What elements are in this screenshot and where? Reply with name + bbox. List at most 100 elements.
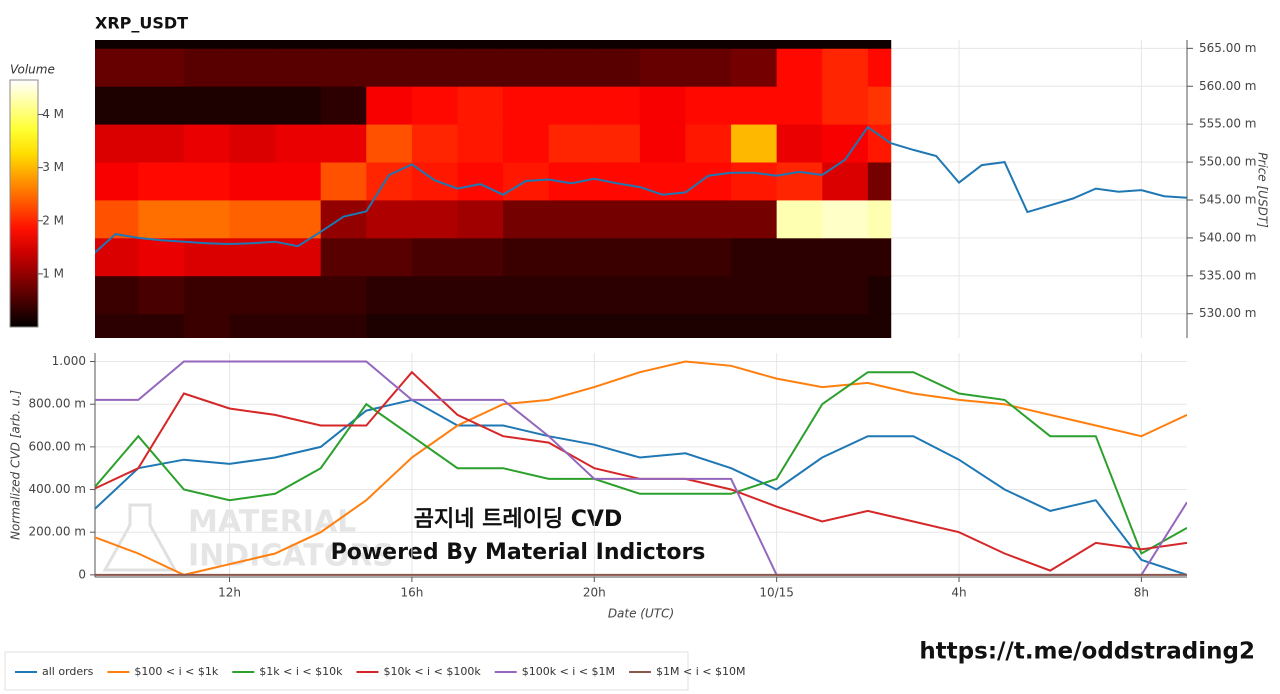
heatmap-cell [411,313,459,338]
x-tick-label: 4h [951,586,966,600]
heatmap-cell [229,162,276,201]
heatmap-cell [95,199,139,239]
heatmap-cell [503,86,550,125]
heatmap-cell [776,313,823,338]
heatmap-cell [275,124,322,163]
heatmap-cell [457,48,504,87]
legend-label: $1M < i < $10M [656,665,745,678]
heatmap-cell [639,275,687,315]
heatmap-cell [731,275,778,315]
heatmap-cell [639,40,687,49]
heatmap-cell [366,124,413,163]
heatmap-cell [411,237,459,277]
y-tick-label: 540.00 m [1199,230,1257,244]
heatmap-cell [138,275,185,315]
heatmap-cell [685,275,732,315]
heatmap-cell [275,162,322,201]
series-line [95,371,1187,555]
heatmap-cell [503,124,550,163]
heatmap-cell [95,48,139,87]
heatmap-cell [548,313,595,338]
heatmap-cell [503,199,550,239]
heatmap-cell [229,40,276,49]
heatmap-cell [366,40,413,49]
colorbar-tick-label: 3 M [42,160,64,174]
heatmap-cell [503,237,550,277]
heatmap-cell [138,199,185,239]
heatmap-cell [457,313,504,338]
heatmap-cell [594,162,641,201]
y-tick-label: 565.00 m [1199,41,1257,55]
heatmap-cell [275,86,322,125]
colorbar-label: Volume [10,63,55,77]
price-line [95,125,1187,254]
heatmap-cell [639,124,687,163]
heatmap-cell [731,86,778,125]
heatmap-cell [457,40,504,49]
x-tick-label: 8h [1134,586,1149,600]
heatmap-cell [731,124,778,163]
colorbar-tick-label: 1 M [42,266,64,280]
heatmap-cell [95,237,139,277]
heatmap-cell [548,237,595,277]
heatmap-cell [183,199,231,239]
heatmap-cell [411,124,459,163]
heatmap-cell [411,199,459,239]
watermark-text: MATERIAL [188,505,356,540]
x-tick-label: 20h [583,586,606,600]
heatmap-cell [731,162,778,201]
heatmap-cell [731,48,778,87]
heatmap-cell [548,48,595,87]
watermark-text: INDICATORS [188,539,394,574]
heatmap-cell [639,237,687,277]
colorbar-tick-label: 2 M [42,213,64,227]
heatmap-cell [320,48,367,87]
heatmap-cell [366,313,413,338]
heatmap-cell [639,199,687,239]
heatmap-cell [411,40,459,49]
heatmap-cell [867,124,892,163]
heatmap-cell [776,86,823,125]
heatmap-cell [685,124,732,163]
heatmap-cell [685,86,732,125]
heatmap-cell [776,40,823,49]
heatmap-cell [275,313,322,338]
heatmap-cell [411,86,459,125]
heatmap-cell [867,199,892,239]
heatmap-cell [138,40,185,49]
heatmap-cell [548,199,595,239]
y-axis-label: Price [USDT] [1256,152,1270,228]
heatmap-cell [366,237,413,277]
heatmap-cell [229,313,276,338]
heatmap-cell [95,86,139,125]
heatmap-cell [548,275,595,315]
series-line [95,398,1187,576]
heatmap-cell [366,48,413,87]
heatmap-cell [275,48,322,87]
heatmap-cell [138,162,185,201]
legend [4,651,689,691]
y-tick-label: 0 [78,567,86,581]
heatmap-cell [229,199,276,239]
heatmap-cell [685,162,732,201]
heatmap-cell [320,275,367,315]
heatmap-cell [320,40,367,49]
colorbar [9,79,39,328]
heatmap-cell [275,237,322,277]
y-tick-label: 550.00 m [1199,155,1257,169]
heatmap-cell [183,313,231,338]
heatmap-cell [822,313,869,338]
heatmap-cell [639,48,687,87]
heatmap-cell [594,48,641,87]
heatmap-cell [867,313,892,338]
heatmap-cell [366,275,413,315]
colorbar-tick-label: 4 M [42,107,64,121]
heatmap-cell [822,237,869,277]
heatmap-cell [138,237,185,277]
heatmap-cell [867,86,892,125]
x-tick-label: 16h [400,586,423,600]
heatmap-cell [457,199,504,239]
heatmap-cell [457,275,504,315]
heatmap-cell [548,86,595,125]
